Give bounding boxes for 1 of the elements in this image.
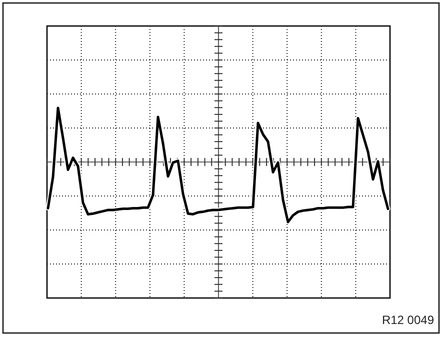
text: R12 0049	[382, 313, 434, 327]
